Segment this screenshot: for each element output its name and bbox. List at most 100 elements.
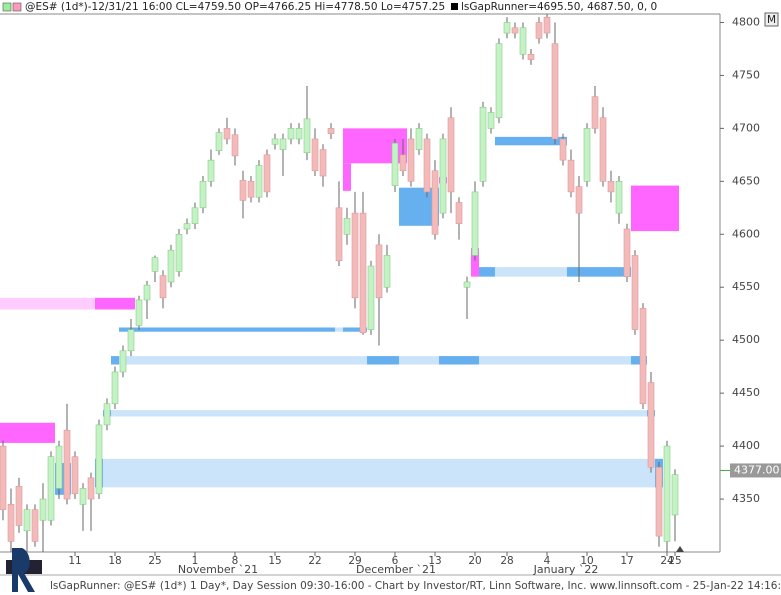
candle-body — [103, 403, 111, 426]
candle-body — [471, 191, 479, 256]
y-tick-label: 4650 — [732, 174, 760, 187]
candle-body — [407, 138, 415, 182]
y-tick-label: 4350 — [732, 492, 760, 505]
candle-body — [535, 22, 543, 39]
candle-body — [31, 509, 39, 542]
candle-body — [639, 308, 647, 405]
candle-body — [15, 486, 23, 526]
candle-body — [151, 257, 159, 272]
gap-zone — [631, 356, 647, 365]
candle-body — [287, 128, 295, 140]
x-tick-label: 6 — [392, 555, 399, 567]
gap-zone — [335, 327, 343, 332]
x-tick-label: 29 — [348, 555, 361, 567]
gap-zone — [119, 356, 367, 365]
candle-body — [95, 424, 103, 495]
y-tick-label: 4750 — [732, 68, 760, 81]
candle-body — [399, 154, 407, 172]
gap-zone — [95, 297, 135, 310]
candle-body — [559, 138, 567, 161]
y-tick-label: 4700 — [732, 121, 760, 134]
candle-body — [159, 275, 167, 299]
x-tick-label: 24 — [660, 555, 674, 567]
candle-body — [87, 477, 95, 500]
menu-button[interactable] — [764, 12, 779, 27]
candle-body — [479, 106, 487, 182]
y-tick-label: 4500 — [732, 333, 760, 346]
candle-body — [583, 128, 591, 182]
gap-zone — [111, 410, 647, 417]
candle-body — [263, 154, 271, 193]
y-tick-label: 4600 — [732, 227, 760, 240]
candle-body — [55, 445, 63, 489]
candle-body — [431, 170, 439, 235]
candle-body — [631, 255, 639, 330]
candle-body — [671, 474, 679, 516]
candle-body — [599, 117, 607, 182]
gap-zone — [479, 267, 495, 277]
x-tick-label: 11 — [68, 555, 81, 567]
candle-body — [279, 138, 287, 150]
candle-body — [351, 212, 359, 299]
gap-zone — [343, 327, 367, 332]
candle-body — [423, 138, 431, 193]
candle-body — [663, 445, 671, 542]
candle-body — [175, 233, 183, 272]
x-tick-label: 15 — [268, 555, 281, 567]
candle-body — [375, 244, 383, 299]
candle-body — [647, 382, 655, 468]
icon — [2, 2, 12, 12]
gap-zone — [343, 163, 351, 191]
x-tick-label: 20 — [468, 555, 481, 567]
candle-body — [191, 207, 199, 224]
candle-body — [7, 504, 15, 542]
candle-body — [183, 223, 191, 230]
month-label: November `21 — [178, 563, 258, 576]
y-tick-label: 4400 — [732, 439, 760, 452]
candle-body — [135, 299, 143, 326]
y-tick-label: 4450 — [732, 386, 760, 399]
icon — [451, 3, 458, 10]
candle-body — [327, 128, 335, 134]
x-tick-label: 22 — [308, 555, 321, 567]
candle-body — [207, 159, 215, 182]
candle-body — [119, 350, 127, 373]
candle-body — [167, 249, 175, 283]
marker — [676, 546, 684, 552]
candle-body — [271, 138, 279, 145]
x-tick-label: 17 — [620, 555, 633, 567]
candle-body — [511, 27, 519, 34]
candle-body — [0, 445, 7, 510]
gap-zone — [0, 422, 55, 443]
x-tick-label: 8 — [232, 555, 239, 567]
gap-zone — [495, 136, 567, 146]
candle-body — [487, 112, 495, 129]
gap-zone — [495, 267, 567, 277]
candle-body — [455, 202, 463, 224]
candle-body — [199, 181, 207, 209]
gap-zone — [479, 356, 631, 365]
month-label: January `22 — [533, 563, 599, 576]
candle-body — [63, 429, 71, 500]
gap-zone — [439, 356, 479, 365]
footer: lsGapRunner: @ES# (1d*) 1 Day*, Day Sess… — [50, 580, 781, 592]
candle-body — [311, 138, 319, 172]
x-tick-label: 10 — [580, 555, 593, 567]
candle-body — [247, 181, 255, 198]
gap-zone — [119, 327, 335, 332]
candle-body — [655, 466, 663, 537]
candle-body — [439, 138, 447, 214]
candle-body — [295, 128, 303, 140]
candle-body — [39, 498, 47, 521]
menu-button-label[interactable]: M — [767, 14, 776, 26]
month-label: December `21 — [356, 563, 436, 576]
y-tick-label: 4550 — [732, 280, 760, 293]
candle-body — [551, 43, 559, 140]
gap-zone — [111, 356, 119, 365]
gap-zone — [567, 267, 631, 277]
candle-body — [415, 128, 423, 150]
x-tick-label: 25 — [668, 555, 681, 567]
gap-zone — [631, 185, 679, 232]
candle-body — [567, 159, 575, 193]
